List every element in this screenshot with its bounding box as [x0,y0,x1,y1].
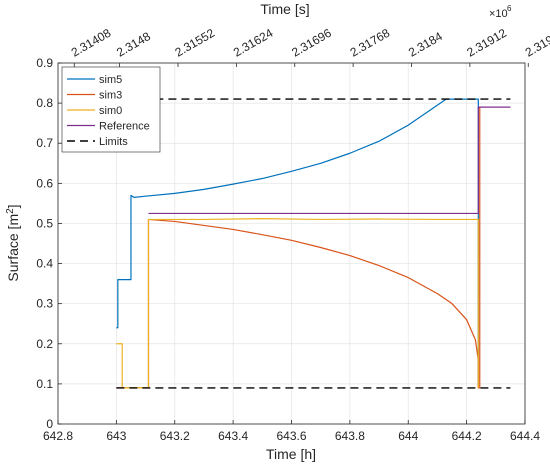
y-axis-label-main: Surface [m [5,214,21,282]
top-axis-exponent: ×10 6 [489,4,512,20]
legend-label: sim3 [99,90,122,102]
top-x-axis-label: Time [s] [260,1,309,17]
y-axis-label-end: ] [5,204,21,208]
x-tick-label: 644.4 [510,429,540,443]
x-tick-label: 643.6 [276,429,306,443]
top-tick-label: 2.31768 [348,26,393,60]
series-line-limits [116,98,511,389]
y-tick-label: 0.5 [36,216,53,230]
top-axis-exponent-power: 6 [507,4,512,13]
bottom-axis: 642.8 643 643.2 643.4 643.6 643.8 644 644.2 644.… [43,420,540,443]
series-group [116,98,511,389]
legend-label: Reference [99,121,150,133]
y-tick-label: 0.6 [36,176,53,190]
top-tick-label: 2.31624 [231,26,276,60]
legend-label: sim0 [99,105,122,117]
series-line-sim3 [116,107,481,389]
top-tick-label: 2.31984 [523,26,550,60]
x-tick-label: 644 [398,429,418,443]
top-tick-label: 2.31696 [289,26,334,60]
series-line-sim5 [116,98,479,388]
x-tick-label: 643 [106,429,126,443]
y-tick-label: 0.1 [36,377,53,391]
y-tick-label: 0 [46,417,53,431]
legend: sim5 sim3 sim0 Reference Limits [61,66,161,153]
y-tick-label: 0.2 [36,337,53,351]
top-tick-label: 2.31912 [464,26,509,60]
y-tick-label: 0.7 [36,136,53,150]
series-line-reference [148,106,511,215]
left-axis: 0 0.1 0.2 0.3 0.4 0.5 0.6 0.7 0.8 0.9 [36,56,62,431]
top-tick-label: 2.31552 [172,26,217,60]
x-tick-label: 643.8 [335,429,365,443]
top-axis-exponent-base: ×10 [489,8,508,20]
top-time-axis: 2.31408 2.3148 2.31552 2.31624 2.31696 2.3176… [69,26,550,67]
x-tick-label: 642.8 [43,429,73,443]
legend-label: sim5 [99,74,122,86]
x-tick-label: 644.2 [452,429,482,443]
y-tick-label: 0.4 [36,257,53,271]
legend-label: Limits [99,136,128,148]
y-tick-label: 0.9 [36,56,53,70]
x-tick-label: 643.2 [160,429,190,443]
y-tick-label: 0.8 [36,96,53,110]
x-tick-label: 643.4 [218,429,248,443]
top-tick-label: 2.31408 [69,26,114,60]
y-axis-label: Surface [m2] [5,204,21,281]
top-tick-label: 2.3184 [406,29,445,60]
top-tick-label: 2.3148 [114,29,153,60]
y-tick-label: 0.3 [36,297,53,311]
x-axis-label: Time [h] [266,446,316,462]
series-line-sim0 [116,218,479,389]
y-axis-label-sup: 2 [5,208,16,214]
